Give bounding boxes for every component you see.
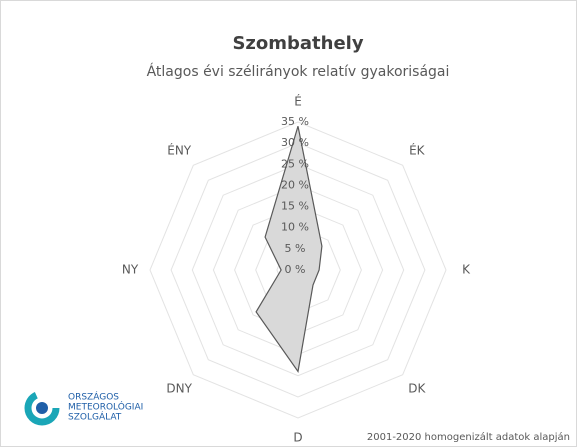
chart-title: Szombathely <box>232 33 363 54</box>
footnote: 2001-2020 homogenizált adatok alapján <box>367 431 570 443</box>
category-label: ÉK <box>409 143 426 158</box>
logo-icon-core <box>36 402 48 414</box>
r-tick-label: 10 % <box>281 221 309 234</box>
category-label: D <box>293 431 302 445</box>
grid-ring <box>149 121 447 419</box>
category-label: ÉNY <box>167 143 192 158</box>
r-tick-label: 30 % <box>281 136 309 149</box>
logo-text: METEOROLÓGIAI <box>68 401 143 413</box>
category-label: DNY <box>166 381 192 395</box>
r-tick-label: 35 % <box>281 115 309 128</box>
logo-icon <box>24 390 60 426</box>
category-label: NY <box>122 263 139 277</box>
r-tick-label: 0 % <box>285 263 306 276</box>
r-tick-label: 20 % <box>281 178 309 191</box>
data-area <box>255 126 323 374</box>
logo-text: ORSZÁGOS <box>68 391 119 403</box>
chart-subtitle: Átlagos évi szélirányok relatív gyakoris… <box>147 63 450 80</box>
logo-text: SZOLGÁLAT <box>68 411 122 423</box>
r-tick-label: 25 % <box>281 157 309 170</box>
logo: ORSZÁGOS METEOROLÓGIAI SZOLGÁLAT <box>24 390 143 426</box>
category-label: DK <box>408 381 426 395</box>
category-label: K <box>462 263 471 277</box>
grid-ring <box>170 142 426 398</box>
r-tick-label: 5 % <box>285 242 306 255</box>
category-label: É <box>294 94 302 109</box>
r-tick-label: 15 % <box>281 200 309 213</box>
grid-ring <box>191 163 405 377</box>
